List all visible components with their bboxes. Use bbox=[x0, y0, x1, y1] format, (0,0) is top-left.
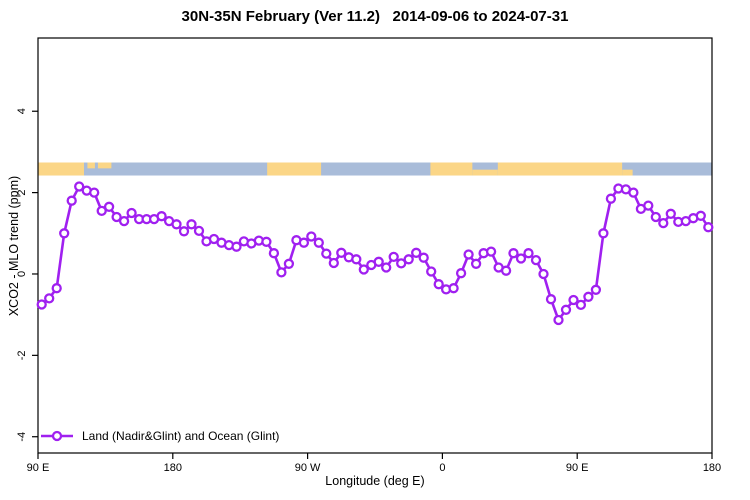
data-point bbox=[553, 314, 564, 326]
series-line bbox=[40, 185, 710, 322]
data-point bbox=[560, 304, 572, 315]
data-point bbox=[351, 254, 362, 265]
data-point bbox=[523, 248, 534, 259]
data-point bbox=[261, 236, 272, 247]
data-point bbox=[103, 201, 115, 212]
y-tick-label: -4 bbox=[16, 432, 28, 442]
x-tick-label: 90 W bbox=[295, 462, 321, 474]
data-point bbox=[118, 215, 130, 227]
data-point bbox=[66, 195, 77, 206]
x-tick-label: 0 bbox=[439, 462, 445, 474]
legend: Land (Nadir&Glint) and Ocean (Glint) bbox=[40, 427, 279, 445]
data-point bbox=[470, 258, 482, 269]
data-point bbox=[538, 268, 549, 280]
data-point bbox=[51, 283, 62, 294]
data-point bbox=[126, 207, 137, 219]
data-point bbox=[403, 254, 414, 265]
x-tick-label: 90 E bbox=[27, 462, 50, 474]
data-point bbox=[44, 293, 55, 304]
data-point bbox=[111, 211, 122, 223]
data-point bbox=[313, 237, 324, 248]
map-strip-land bbox=[97, 162, 112, 169]
data-point bbox=[336, 247, 347, 258]
map-strip-land bbox=[267, 162, 322, 176]
data-point bbox=[283, 258, 295, 269]
data-point bbox=[96, 205, 107, 217]
data-point bbox=[515, 253, 527, 264]
data-point bbox=[396, 258, 407, 269]
data-point bbox=[59, 228, 70, 239]
data-point bbox=[156, 211, 167, 222]
data-point bbox=[328, 257, 339, 269]
data-point bbox=[575, 299, 587, 311]
data-point bbox=[703, 222, 714, 233]
data-point bbox=[388, 251, 399, 263]
x-tick-label: 180 bbox=[703, 462, 721, 474]
data-point bbox=[650, 211, 661, 223]
data-point bbox=[530, 254, 542, 266]
x-axis-label: Longitude (deg E) bbox=[325, 474, 425, 488]
x-tick-label: 180 bbox=[164, 462, 182, 474]
data-point bbox=[455, 268, 467, 279]
data-point bbox=[358, 264, 369, 275]
y-tick-label: 4 bbox=[16, 108, 28, 114]
data-point bbox=[276, 267, 287, 278]
data-point bbox=[590, 284, 602, 295]
y-tick-label: 2 bbox=[16, 190, 28, 196]
data-point bbox=[508, 248, 519, 259]
data-point bbox=[36, 299, 47, 310]
map-strip-land bbox=[87, 162, 95, 169]
plot-box bbox=[37, 37, 713, 454]
map-strip-land bbox=[472, 169, 498, 176]
data-point bbox=[485, 246, 497, 257]
data-point bbox=[231, 241, 242, 252]
data-point bbox=[545, 294, 557, 305]
chart-title: 30N-35N February (Ver 11.2) 2014-09-06 t… bbox=[181, 8, 569, 25]
map-strip-land bbox=[497, 162, 623, 176]
data-point bbox=[658, 217, 669, 229]
data-point bbox=[89, 187, 100, 198]
map-strip-land bbox=[622, 169, 633, 176]
data-point bbox=[695, 210, 706, 221]
data-point bbox=[643, 200, 654, 211]
data-point bbox=[426, 266, 437, 277]
data-point bbox=[583, 291, 594, 302]
map-strip-land bbox=[430, 162, 473, 176]
data-point bbox=[448, 283, 459, 294]
data-point bbox=[665, 208, 676, 219]
data-point bbox=[321, 248, 332, 259]
data-point bbox=[411, 247, 422, 258]
data-point bbox=[568, 294, 579, 306]
legend-line-marker-icon bbox=[41, 430, 73, 442]
data-point bbox=[171, 219, 182, 230]
data-point bbox=[433, 279, 444, 290]
data-point bbox=[373, 256, 384, 267]
data-point bbox=[605, 193, 617, 204]
data-point bbox=[628, 187, 639, 198]
data-point bbox=[193, 225, 205, 237]
data-point bbox=[178, 226, 190, 237]
data-point bbox=[463, 249, 474, 260]
y-axis-label: XCO2 - MLO trend (ppm) bbox=[7, 175, 21, 317]
data-point bbox=[418, 252, 429, 263]
data-point bbox=[298, 237, 310, 248]
data-point bbox=[306, 231, 317, 242]
x-tick-label: 90 E bbox=[566, 462, 589, 474]
data-point bbox=[598, 228, 609, 239]
data-point bbox=[74, 181, 85, 192]
data-point bbox=[268, 248, 280, 259]
data-point bbox=[381, 262, 392, 273]
y-tick-label: 0 bbox=[16, 271, 28, 277]
map-strip-land bbox=[38, 162, 84, 176]
y-tick-label: -2 bbox=[16, 350, 28, 360]
data-point bbox=[186, 219, 197, 230]
data-point bbox=[500, 265, 512, 276]
legend-label: Land (Nadir&Glint) and Ocean (Glint) bbox=[82, 429, 280, 443]
